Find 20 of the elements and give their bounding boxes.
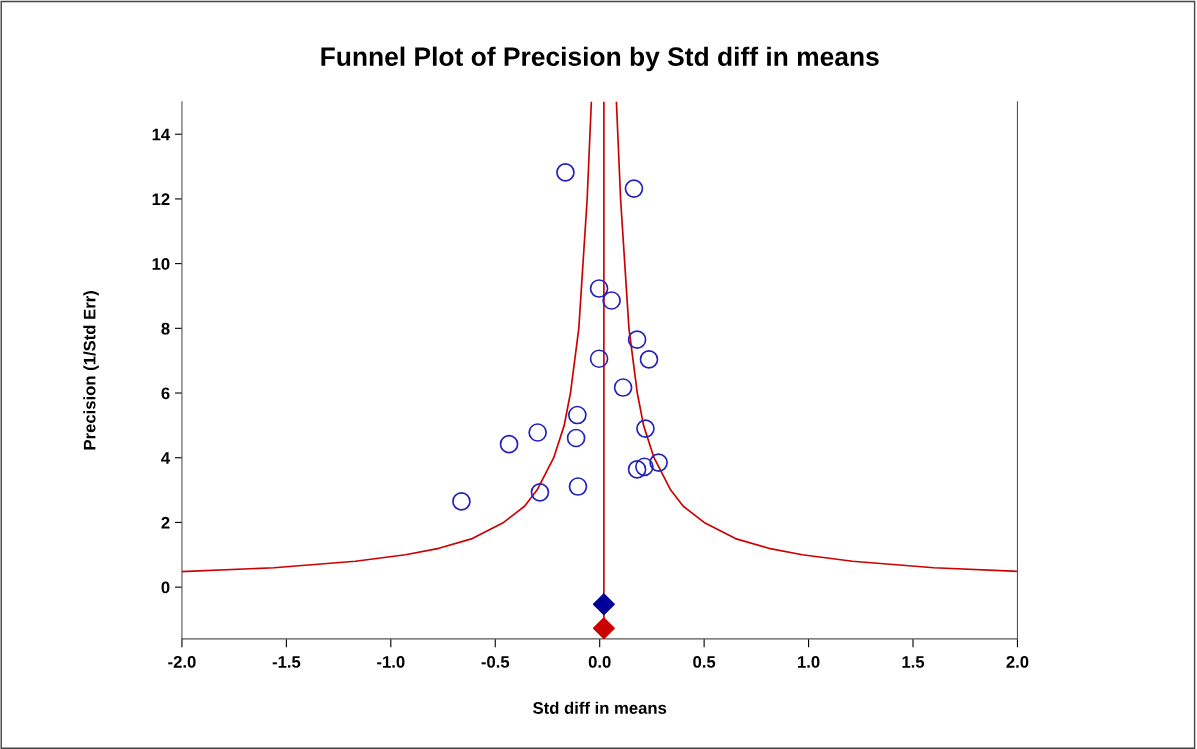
x-tick-label: 1.5: [902, 656, 925, 668]
x-tick-label: -0.5: [481, 656, 510, 668]
x-tick-label: -1.0: [377, 656, 405, 668]
y-tick-label: 14: [152, 128, 171, 141]
y-tick-label: 2: [161, 516, 170, 529]
y-tick-label: 8: [161, 322, 170, 335]
y-axis-title: Precision (1/Std Err): [83, 291, 99, 450]
chart-title: Funnel Plot of Precision by Std diff in means: [321, 46, 879, 72]
x-tick-label: 1.0: [798, 656, 820, 668]
y-tick-label: 10: [152, 258, 170, 270]
y-tick-label: 12: [152, 193, 170, 205]
x-tick-label: 0.5: [693, 656, 716, 668]
y-tick-label: 6: [161, 387, 170, 400]
y-tick-label: 4: [161, 452, 171, 464]
x-axis-title: Std diff in means: [533, 701, 667, 714]
x-tick-label: -1.5: [272, 656, 301, 668]
x-tick-label: -2.0: [168, 656, 196, 668]
x-tick-label: 2.0: [1006, 656, 1029, 668]
y-tick-label: 0: [161, 581, 170, 594]
x-tick-label: 0.0: [588, 656, 611, 668]
